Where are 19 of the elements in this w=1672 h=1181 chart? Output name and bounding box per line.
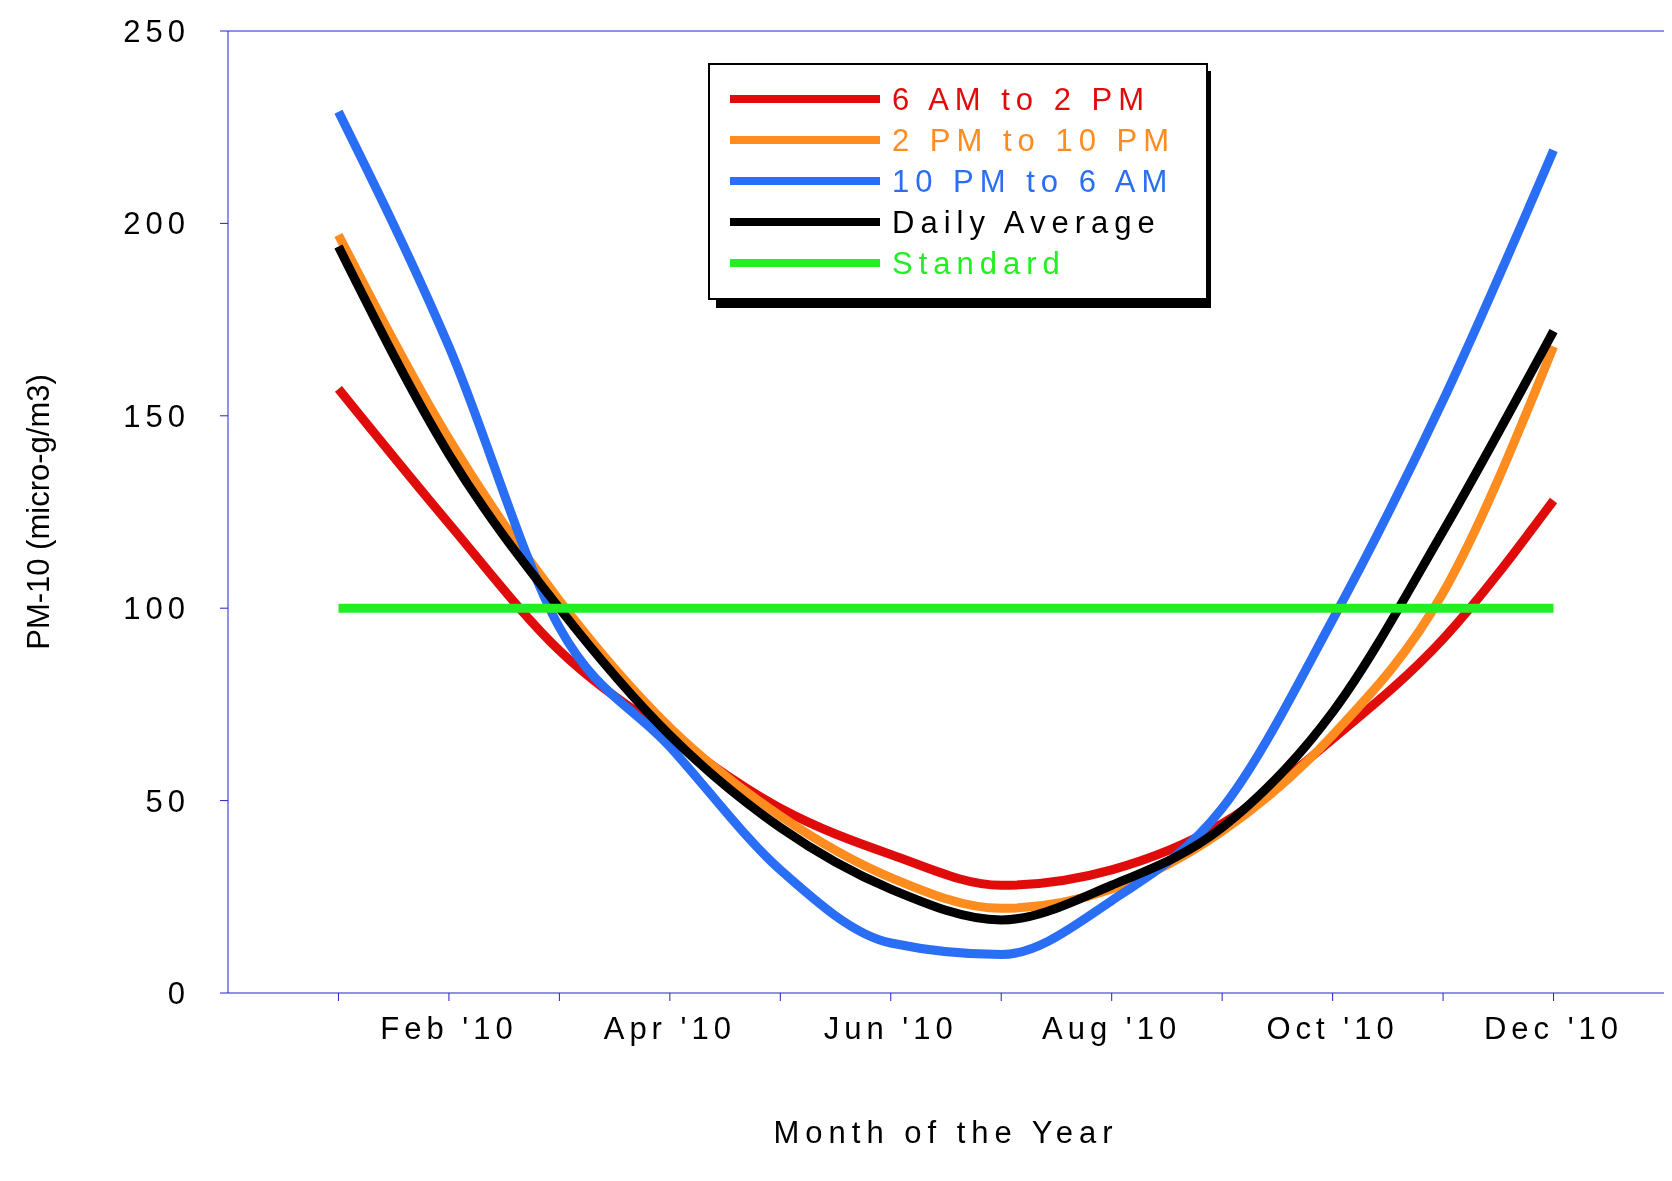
y-tick-label: 100 — [123, 591, 190, 627]
x-tick-label: Oct '10 — [1266, 1011, 1399, 1047]
y-axis-title: PM-10 (micro-g/m3) — [21, 374, 57, 650]
legend-label: Daily Average — [892, 204, 1161, 241]
legend-label: 2 PM to 10 PM — [892, 122, 1176, 159]
legend-label: Standard — [892, 245, 1066, 282]
x-tick-label: Apr '10 — [603, 1011, 736, 1047]
x-tick-label: Jun '10 — [823, 1011, 958, 1047]
y-tick-label: 0 — [167, 976, 190, 1012]
y-tick-label: 250 — [123, 14, 190, 50]
legend-label: 6 AM to 2 PM — [892, 81, 1151, 118]
x-tick-label: Aug '10 — [1042, 1011, 1182, 1047]
y-tick-label: 50 — [145, 783, 190, 819]
x-tick-label: Dec '10 — [1483, 1011, 1624, 1047]
legend-label: 10 PM to 6 AM — [892, 163, 1174, 200]
x-tick-label: Feb '10 — [380, 1011, 518, 1047]
y-tick-label: 150 — [123, 398, 190, 434]
x-axis-title: Month of the Year — [773, 1115, 1119, 1150]
y-tick-label: 200 — [123, 206, 190, 242]
